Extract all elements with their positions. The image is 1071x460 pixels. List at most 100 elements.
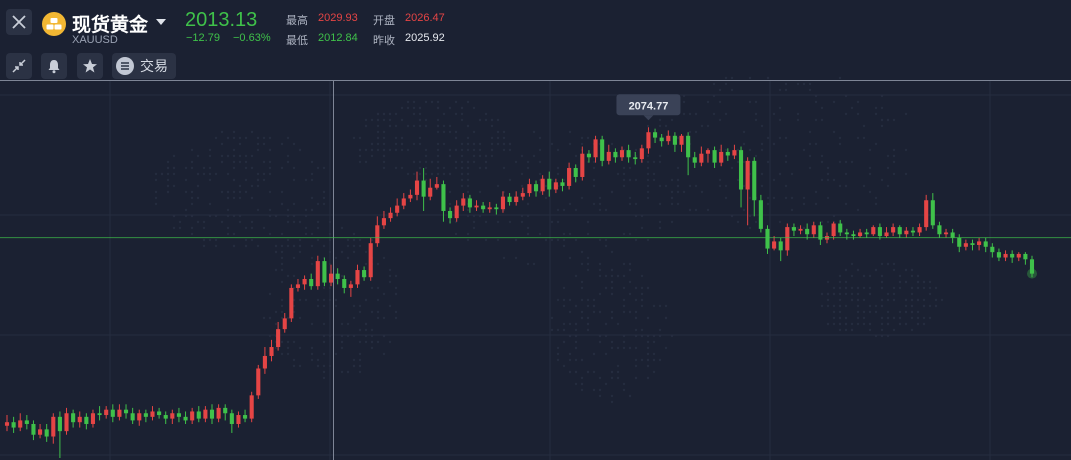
map-dot	[736, 178, 740, 182]
map-dot	[550, 238, 554, 242]
map-dot	[892, 154, 896, 158]
favorite-button[interactable]	[77, 53, 103, 79]
candle-body	[381, 218, 386, 226]
map-dot	[778, 220, 782, 224]
map-dot	[628, 202, 632, 206]
candle-body	[772, 241, 777, 249]
map-dot	[544, 184, 548, 188]
map-dot	[718, 100, 722, 104]
map-dot	[742, 160, 746, 164]
map-dot	[838, 136, 842, 140]
candle-body	[150, 411, 155, 417]
map-dot	[454, 130, 458, 134]
symbol-name[interactable]: 现货黄金	[72, 15, 149, 36]
map-dot	[544, 196, 548, 200]
candle-body	[864, 232, 869, 235]
map-dot	[280, 190, 284, 194]
map-dot	[298, 364, 302, 368]
map-dot	[766, 196, 770, 200]
map-dot	[490, 124, 494, 128]
map-dot	[310, 352, 314, 356]
map-dot	[592, 370, 596, 374]
trade-button[interactable]: 交易	[112, 53, 176, 79]
map-dot	[166, 184, 170, 188]
map-dot	[700, 124, 704, 128]
candle-body	[441, 184, 446, 211]
map-dot	[382, 136, 386, 140]
map-dot	[562, 340, 566, 344]
map-dot	[598, 340, 602, 344]
map-dot	[382, 154, 386, 158]
map-dot	[448, 190, 452, 194]
map-dot	[526, 262, 530, 266]
chevron-down-icon[interactable]	[156, 19, 166, 25]
collapse-button[interactable]	[6, 53, 32, 79]
map-dot	[424, 100, 428, 104]
map-dot	[172, 226, 176, 230]
map-dot	[448, 124, 452, 128]
map-dot	[868, 148, 872, 152]
map-dot	[856, 100, 860, 104]
map-dot	[346, 238, 350, 242]
candle-body	[699, 153, 704, 163]
map-dot	[772, 112, 776, 116]
map-dot	[232, 136, 236, 140]
alert-button[interactable]	[41, 53, 67, 79]
map-dot	[352, 232, 356, 236]
map-dot	[598, 208, 602, 212]
map-dot	[316, 220, 320, 224]
map-dot	[376, 310, 380, 314]
map-dot	[784, 136, 788, 140]
map-dot	[496, 184, 500, 188]
map-dot	[232, 166, 236, 170]
map-dot	[232, 232, 236, 236]
map-dot	[280, 202, 284, 206]
map-dot	[268, 160, 272, 164]
map-dot	[622, 382, 626, 386]
map-dot	[244, 178, 248, 182]
map-dot	[160, 172, 164, 176]
map-dot	[562, 328, 566, 332]
map-dot	[640, 226, 644, 230]
candle-body	[580, 153, 585, 177]
map-dot	[634, 316, 638, 320]
map-dot	[856, 298, 860, 302]
map-dot	[862, 286, 866, 290]
map-dot	[904, 322, 908, 326]
map-dot	[454, 166, 458, 170]
candle-body	[183, 416, 188, 421]
map-dot	[376, 136, 380, 140]
map-dot	[400, 166, 404, 170]
map-dot	[610, 280, 614, 284]
map-dot	[472, 226, 476, 230]
map-dot	[592, 352, 596, 356]
map-dot	[502, 166, 506, 170]
map-dot	[910, 274, 914, 278]
map-dot	[322, 304, 326, 308]
map-dot	[550, 178, 554, 182]
map-dot	[388, 268, 392, 272]
candle-body	[1023, 253, 1028, 260]
map-dot	[640, 274, 644, 278]
map-dot	[808, 130, 812, 134]
close-button[interactable]	[6, 9, 32, 35]
map-dot	[280, 262, 284, 266]
map-dot	[556, 166, 560, 170]
map-dot	[220, 154, 224, 158]
map-dot	[424, 160, 428, 164]
map-dot	[376, 112, 380, 116]
map-dot	[376, 316, 380, 320]
map-dot	[658, 154, 662, 158]
map-dot	[790, 196, 794, 200]
map-dot	[658, 118, 662, 122]
map-dot	[550, 316, 554, 320]
map-dot	[340, 346, 344, 350]
map-dot	[778, 136, 782, 140]
candle-body	[434, 184, 439, 188]
map-dot	[412, 142, 416, 146]
map-dot	[346, 370, 350, 374]
map-dot	[748, 196, 752, 200]
map-dot	[682, 100, 686, 104]
map-dot	[376, 262, 380, 266]
